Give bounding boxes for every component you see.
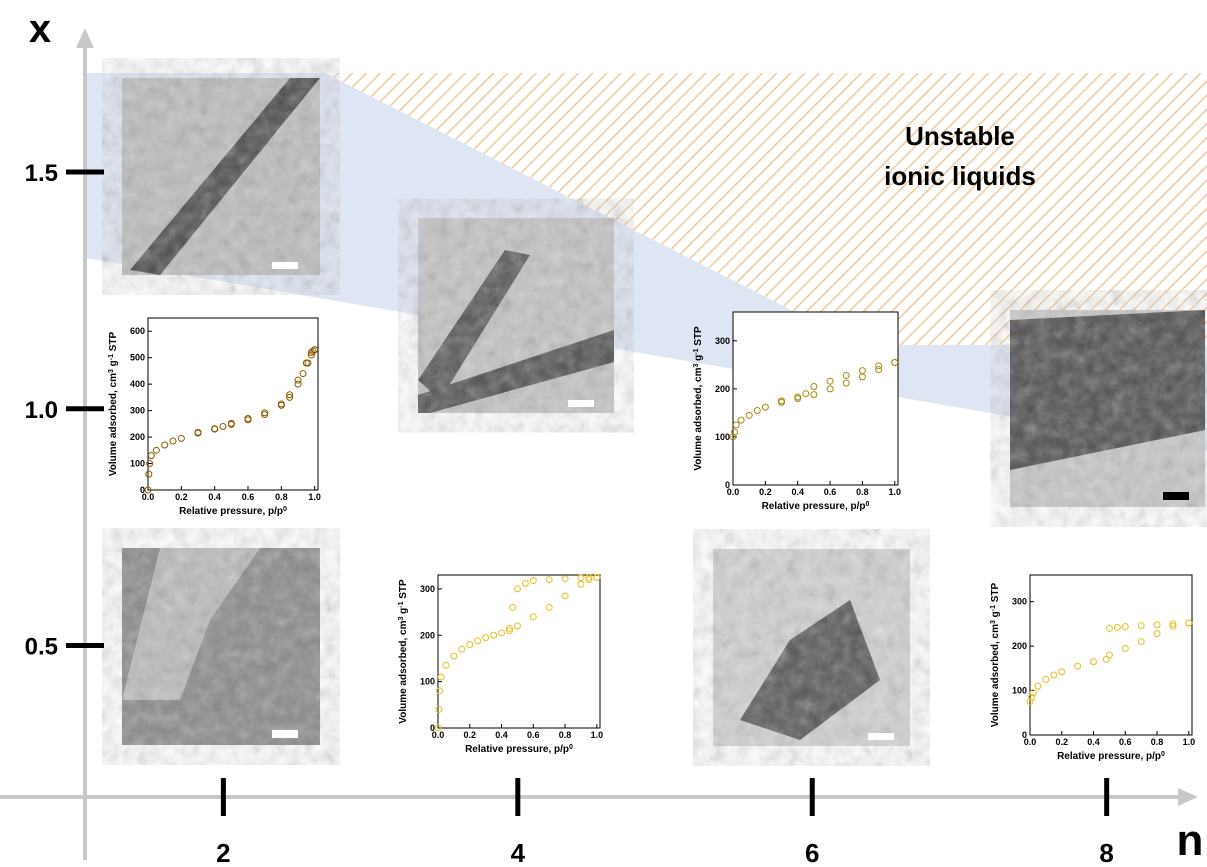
x-axis-title: Relative pressure, p/p0 — [762, 501, 870, 513]
x-tick-label: 0.2 — [1056, 737, 1069, 747]
x-axis-title: Relative pressure, p/p0 — [1057, 751, 1165, 763]
y-tick-label: 300 — [420, 584, 435, 594]
micrograph — [122, 548, 320, 745]
x-tick-label: 0.4 — [208, 492, 221, 502]
x-axis-title-part: Relative pressure, p/p — [762, 501, 866, 512]
x-tick-label: 1.0 — [889, 487, 902, 497]
y-axis-title-part: STP — [990, 582, 1001, 605]
x-arrow — [1178, 788, 1198, 806]
y-tick-label: 300 — [715, 336, 730, 346]
x-tick-label: 8 — [1099, 838, 1113, 867]
plot-bg — [148, 318, 318, 490]
plot-bg — [1030, 575, 1192, 735]
x-tick-label: 2 — [216, 838, 230, 867]
y-tick-label: 300 — [130, 406, 145, 416]
x-axis-title-part: Relative pressure, p/p — [465, 744, 569, 755]
y-axis-title-part: STP — [693, 326, 704, 349]
x-tick-label: 1.0 — [308, 492, 321, 502]
y-axis-title: Volume adsorbed, cm3 g-1 STP — [693, 326, 705, 471]
x-tick-label: 0.8 — [1151, 737, 1164, 747]
y-tick-label: 200 — [130, 432, 145, 442]
y-axis-title: Volume adsorbed, cm3 g-1 STP — [108, 331, 120, 476]
y-axis-title-part: Volume adsorbed, cm — [108, 373, 119, 476]
x-tick-label: 1.0 — [1183, 737, 1196, 747]
y-tick-label: 1.5 — [25, 160, 58, 187]
x-tick-label: 0.6 — [824, 487, 837, 497]
x-axis-label: n — [1177, 816, 1204, 865]
y-axis-title: Volume adsorbed, cm3 g-1 STP — [398, 579, 410, 724]
y-axis-title-part: Volume adsorbed, cm — [693, 367, 704, 470]
y-tick-label: 100 — [1012, 686, 1027, 696]
region-label: Unstable — [905, 121, 1015, 151]
y-tick-label: 0 — [725, 480, 730, 490]
y-tick-label: 0 — [1022, 730, 1027, 740]
y-axis-title-part: STP — [108, 331, 119, 354]
x-axis-title-part: 0 — [283, 506, 287, 513]
figure: x n Unstable ionic liquids 0.5 1.0 1.5 2 4 6 8… — [0, 0, 1207, 867]
y-tick-label: 0 — [140, 485, 145, 495]
plot-bg — [733, 312, 898, 485]
x-tick-label: 0.8 — [559, 730, 572, 740]
x-tick-label: 0.4 — [495, 730, 508, 740]
x-tick-label: 4 — [511, 838, 526, 867]
region-label: ionic liquids — [884, 161, 1036, 191]
x-axis-title-part: 0 — [866, 501, 870, 508]
y-axis-title-part: g — [108, 360, 119, 369]
x-axis-title: Relative pressure, p/p0 — [179, 506, 287, 518]
micrograph — [122, 78, 320, 275]
y-tick-label: 100 — [130, 459, 145, 469]
x-tick-label: 0.4 — [791, 487, 804, 497]
y-tick-label: 600 — [130, 326, 145, 336]
y-axis-title: Volume adsorbed, cm3 g-1 STP — [990, 582, 1002, 727]
x-tick-label: 0.2 — [759, 487, 772, 497]
y-tick-label: 0.5 — [25, 633, 58, 660]
y-axis-title-part: Volume adsorbed, cm — [398, 620, 409, 723]
isotherm-chart: 0.00.20.40.60.81.00100200300400500600Rel… — [108, 318, 321, 517]
x-tick-label: 0.6 — [242, 492, 255, 502]
x-tick-label: 0.4 — [1087, 737, 1100, 747]
y-tick-label: 0 — [430, 723, 435, 733]
x-axis-title-part: Relative pressure, p/p — [179, 506, 283, 517]
plot-bg — [438, 575, 600, 728]
x-tick-label: 0.8 — [275, 492, 288, 502]
y-tick-label: 200 — [715, 384, 730, 394]
x-tick-label: 0.6 — [527, 730, 540, 740]
x-tick-label: 0.8 — [856, 487, 869, 497]
y-tick-label: 400 — [130, 379, 145, 389]
y-arrow — [76, 28, 94, 48]
x-tick-label: 0.2 — [464, 730, 477, 740]
x-axis-title-part: Relative pressure, p/p — [1057, 751, 1161, 762]
y-tick-label: 100 — [715, 432, 730, 442]
y-axis-title-part: g — [990, 611, 1001, 620]
x-tick-label: 6 — [805, 838, 819, 867]
y-tick-label: 300 — [1012, 597, 1027, 607]
x-axis-title: Relative pressure, p/p0 — [465, 744, 573, 756]
y-axis-title-part: STP — [398, 579, 409, 602]
y-tick-label: 200 — [1012, 641, 1027, 651]
y-tick-label: 500 — [130, 353, 145, 363]
page: x n Unstable ionic liquids 0.5 1.0 1.5 2 4 6 8… — [0, 0, 1207, 867]
x-axis-title-part: 0 — [1161, 751, 1165, 758]
x-tick-label: 0.2 — [175, 492, 188, 502]
y-tick-label: 200 — [420, 630, 435, 640]
x-tick-label: 1.0 — [591, 730, 604, 740]
micrograph — [418, 218, 614, 413]
y-axis-label: x — [29, 7, 51, 51]
y-tick-label: 100 — [420, 677, 435, 687]
y-axis-title-part: Volume adsorbed, cm — [990, 624, 1001, 727]
x-tick-label: 0.6 — [1119, 737, 1132, 747]
micrograph — [713, 549, 910, 746]
x-axis-title-part: 0 — [569, 744, 573, 751]
y-tick-label: 1.0 — [25, 397, 58, 424]
y-axis-title-part: g — [693, 355, 704, 364]
micrograph — [1010, 310, 1205, 507]
y-axis-title-part: g — [398, 608, 409, 617]
isotherm-chart: 0.00.20.40.60.81.00100200300Relative pre… — [990, 575, 1196, 762]
